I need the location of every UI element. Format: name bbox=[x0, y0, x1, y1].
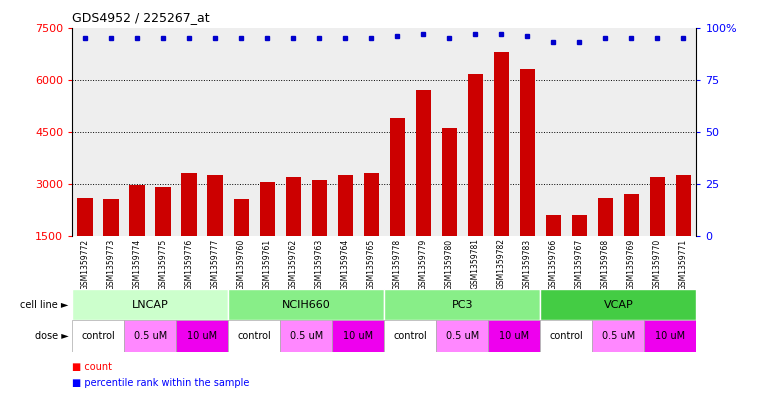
Text: GSM1359782: GSM1359782 bbox=[497, 239, 506, 290]
Bar bbox=[72, 289, 228, 320]
Text: ■ percentile rank within the sample: ■ percentile rank within the sample bbox=[72, 378, 250, 388]
Text: NCIH660: NCIH660 bbox=[282, 299, 331, 310]
Bar bbox=[228, 320, 280, 352]
Text: GSM1359767: GSM1359767 bbox=[575, 239, 584, 290]
Bar bbox=[441, 128, 457, 288]
Bar bbox=[124, 320, 177, 352]
Bar bbox=[436, 320, 489, 352]
Text: dose ►: dose ► bbox=[35, 331, 68, 341]
Bar bbox=[540, 320, 592, 352]
Bar bbox=[364, 173, 379, 288]
Bar bbox=[208, 175, 223, 288]
Text: GSM1359780: GSM1359780 bbox=[445, 239, 454, 290]
Text: 0.5 uM: 0.5 uM bbox=[446, 331, 479, 341]
Text: 10 uM: 10 uM bbox=[499, 331, 530, 341]
Text: LNCAP: LNCAP bbox=[132, 299, 169, 310]
Text: 0.5 uM: 0.5 uM bbox=[290, 331, 323, 341]
Text: VCAP: VCAP bbox=[603, 299, 633, 310]
Text: GSM1359774: GSM1359774 bbox=[133, 239, 142, 290]
Bar bbox=[78, 198, 93, 288]
Bar bbox=[129, 185, 145, 288]
Text: GSM1359768: GSM1359768 bbox=[601, 239, 610, 290]
Bar bbox=[623, 194, 639, 288]
Text: control: control bbox=[81, 331, 115, 341]
Bar bbox=[540, 289, 696, 320]
Bar bbox=[182, 173, 197, 288]
Bar bbox=[72, 320, 124, 352]
Bar bbox=[338, 175, 353, 288]
Text: GSM1359762: GSM1359762 bbox=[289, 239, 298, 290]
Text: control: control bbox=[393, 331, 427, 341]
Bar bbox=[597, 198, 613, 288]
Text: cell line ►: cell line ► bbox=[20, 299, 68, 310]
Text: GSM1359761: GSM1359761 bbox=[263, 239, 272, 290]
Bar bbox=[650, 177, 665, 288]
Bar bbox=[416, 90, 431, 288]
Bar bbox=[285, 177, 301, 288]
Bar bbox=[333, 320, 384, 352]
Text: GSM1359779: GSM1359779 bbox=[419, 239, 428, 290]
Text: GSM1359781: GSM1359781 bbox=[471, 239, 479, 290]
Text: ■ count: ■ count bbox=[72, 362, 113, 373]
Bar bbox=[676, 175, 691, 288]
Text: GSM1359772: GSM1359772 bbox=[81, 239, 90, 290]
Bar bbox=[467, 74, 483, 288]
Bar bbox=[520, 69, 535, 288]
Text: GSM1359766: GSM1359766 bbox=[549, 239, 558, 290]
Bar bbox=[228, 289, 384, 320]
Text: 10 uM: 10 uM bbox=[343, 331, 374, 341]
Text: GSM1359771: GSM1359771 bbox=[679, 239, 688, 290]
Text: GSM1359764: GSM1359764 bbox=[341, 239, 350, 290]
Text: GSM1359770: GSM1359770 bbox=[653, 239, 662, 290]
Bar bbox=[234, 199, 249, 288]
Bar bbox=[384, 289, 540, 320]
Bar bbox=[645, 320, 696, 352]
Text: GSM1359763: GSM1359763 bbox=[315, 239, 323, 290]
Bar bbox=[260, 182, 275, 288]
Bar bbox=[103, 199, 119, 288]
Text: GSM1359773: GSM1359773 bbox=[107, 239, 116, 290]
Text: GSM1359778: GSM1359778 bbox=[393, 239, 402, 290]
Text: GSM1359777: GSM1359777 bbox=[211, 239, 220, 290]
Bar bbox=[572, 215, 587, 288]
Text: PC3: PC3 bbox=[451, 299, 473, 310]
Text: GSM1359776: GSM1359776 bbox=[185, 239, 194, 290]
Text: GSM1359783: GSM1359783 bbox=[523, 239, 532, 290]
Text: GSM1359760: GSM1359760 bbox=[237, 239, 246, 290]
Bar bbox=[390, 118, 405, 288]
Bar bbox=[546, 215, 561, 288]
Bar bbox=[494, 52, 509, 288]
Text: GSM1359775: GSM1359775 bbox=[159, 239, 167, 290]
Text: GSM1359765: GSM1359765 bbox=[367, 239, 376, 290]
Bar bbox=[592, 320, 645, 352]
Text: GDS4952 / 225267_at: GDS4952 / 225267_at bbox=[72, 11, 210, 24]
Bar bbox=[384, 320, 436, 352]
Text: 10 uM: 10 uM bbox=[655, 331, 686, 341]
Text: 0.5 uM: 0.5 uM bbox=[602, 331, 635, 341]
Text: 0.5 uM: 0.5 uM bbox=[134, 331, 167, 341]
Bar bbox=[177, 320, 228, 352]
Text: control: control bbox=[237, 331, 271, 341]
Text: 10 uM: 10 uM bbox=[187, 331, 218, 341]
Bar bbox=[280, 320, 333, 352]
Bar bbox=[489, 320, 540, 352]
Bar bbox=[311, 180, 327, 288]
Text: control: control bbox=[549, 331, 583, 341]
Text: GSM1359769: GSM1359769 bbox=[627, 239, 635, 290]
Bar bbox=[155, 187, 171, 288]
